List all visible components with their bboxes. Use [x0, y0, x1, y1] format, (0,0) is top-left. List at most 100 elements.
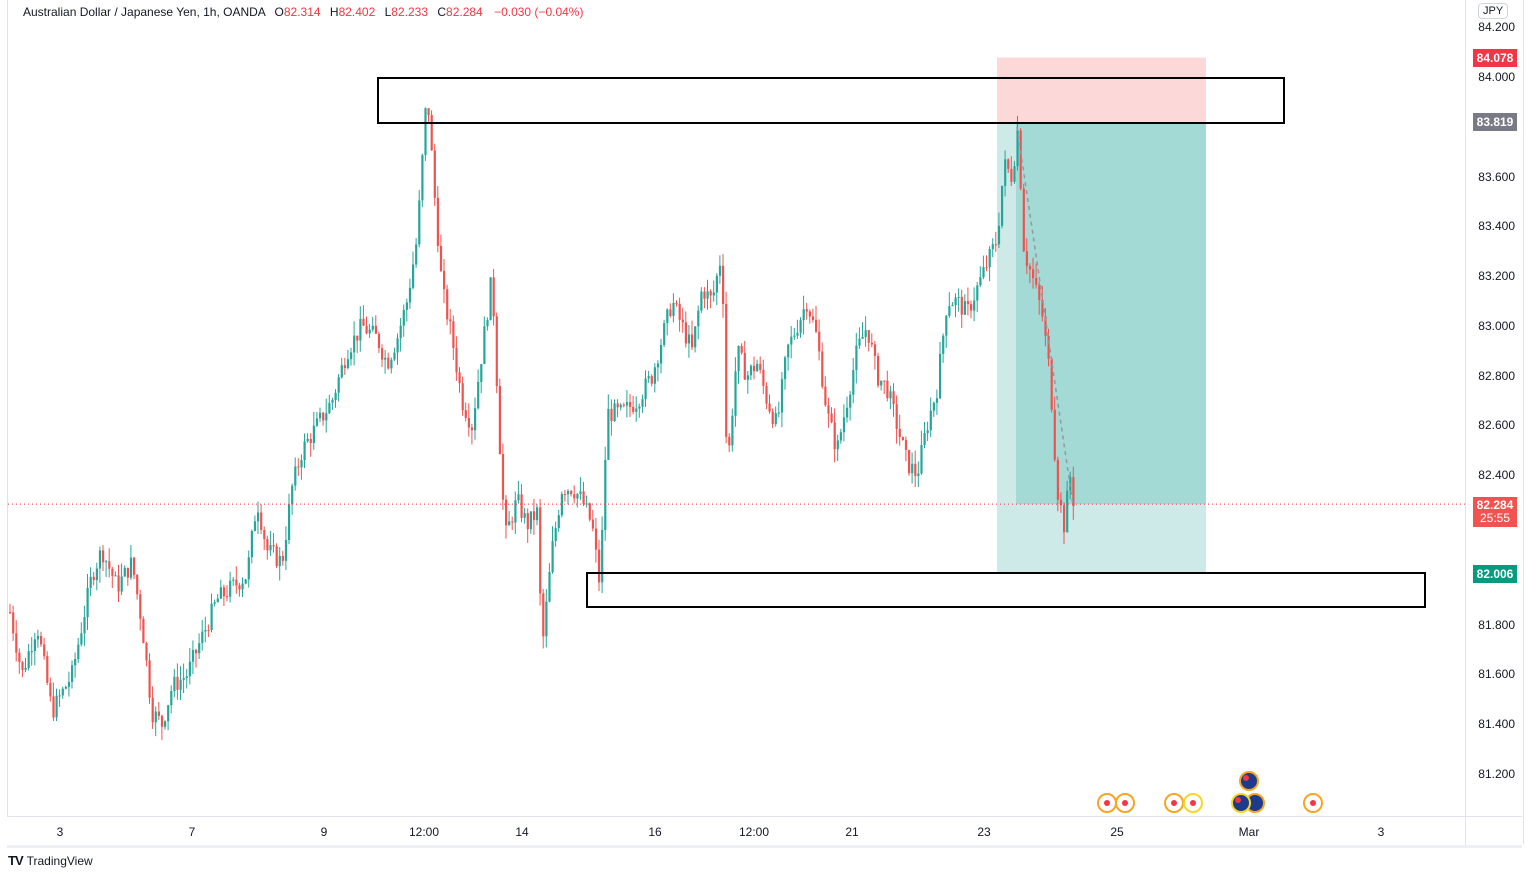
- candle-body: [269, 545, 272, 551]
- candle-body: [622, 404, 625, 406]
- economic-events-icons[interactable]: [8, 770, 1466, 815]
- candle-body: [415, 244, 418, 265]
- time-tick: Mar: [1238, 825, 1260, 839]
- price-tick: 82.800: [1478, 368, 1515, 383]
- candle-body: [988, 249, 991, 268]
- candle-body: [749, 365, 753, 376]
- candle-body: [27, 651, 30, 669]
- candle-body: [185, 676, 188, 679]
- tradingview-attribution[interactable]: TV TradingView: [8, 853, 93, 868]
- candle-body: [675, 302, 678, 304]
- candle-body: [756, 363, 759, 372]
- candle-body: [198, 643, 201, 654]
- candle-body: [136, 574, 139, 595]
- candle-body: [430, 115, 433, 151]
- candle-body: [939, 353, 942, 399]
- price-axis[interactable]: 84.200 84.000 83.600 83.400 83.200 83.000 82.8…: [1465, 0, 1524, 844]
- candle-body: [213, 602, 216, 604]
- candle-body: [722, 265, 725, 305]
- candle-body: [412, 264, 415, 288]
- candle-body: [728, 436, 731, 446]
- last-price-badge: 82.284 25:55: [1473, 497, 1517, 527]
- candle-body: [957, 296, 960, 298]
- candle-body: [474, 408, 477, 431]
- candle-body: [1066, 490, 1069, 533]
- open-value: 82.314: [283, 5, 321, 19]
- candle-body: [58, 695, 61, 697]
- candle-body: [672, 302, 675, 316]
- candle-body: [852, 370, 855, 395]
- candle-body: [954, 297, 957, 306]
- candle-body: [1053, 409, 1056, 460]
- candle-body: [371, 325, 374, 330]
- candle-body: [678, 303, 681, 320]
- candlestick-chart[interactable]: [8, 0, 1466, 816]
- candle-body: [350, 352, 353, 360]
- candle-body: [1001, 185, 1004, 226]
- time-axis[interactable]: 3 7 9 12:00 14 16 12:00 21 23 25 Mar 3: [7, 816, 1522, 848]
- candle-body: [976, 285, 979, 301]
- candle-body: [691, 334, 694, 348]
- candle-body: [505, 499, 508, 526]
- event-icon[interactable]: [1097, 771, 1323, 813]
- candle-body: [374, 325, 377, 334]
- candle-body: [170, 690, 173, 706]
- candle-body: [219, 587, 222, 599]
- symbol-title[interactable]: Australian Dollar / Japanese Yen, 1h, OA…: [23, 5, 266, 19]
- candle-body: [598, 549, 601, 583]
- candle-body: [1050, 358, 1053, 410]
- candle-body: [1004, 159, 1007, 186]
- candle-body: [232, 579, 235, 581]
- currency-button[interactable]: JPY: [1478, 3, 1509, 19]
- chart-pane[interactable]: Australian Dollar / Japanese Yen, 1h, OA…: [7, 0, 1466, 816]
- candle-body: [18, 652, 21, 663]
- candle-body: [948, 306, 951, 316]
- candle-body: [706, 291, 709, 299]
- candle-body: [911, 463, 914, 474]
- candle-body: [653, 367, 656, 384]
- candle-body: [870, 342, 873, 345]
- candle-body: [151, 697, 154, 723]
- candle-body: [98, 550, 102, 569]
- candle-body: [536, 507, 539, 521]
- candle-body: [483, 326, 486, 365]
- high-label: H: [329, 5, 339, 19]
- candle-body: [508, 521, 511, 526]
- candle-body: [539, 507, 542, 594]
- candle-body: [644, 378, 647, 400]
- stop-loss-badge: 84.078: [1473, 49, 1517, 67]
- candle-body: [64, 686, 67, 689]
- candle-body: [114, 575, 117, 577]
- candle-body: [567, 490, 570, 495]
- candle-body: [715, 275, 718, 293]
- candle-body: [71, 665, 74, 682]
- candle-body: [182, 678, 185, 680]
- candle-body: [179, 679, 182, 690]
- candle-body: [759, 363, 762, 370]
- candle-body: [284, 540, 288, 561]
- candle-body: [405, 302, 408, 310]
- candle-body: [1063, 505, 1066, 533]
- support-rectangle[interactable]: [586, 572, 1426, 608]
- candle-body: [102, 550, 105, 563]
- candle-body: [501, 454, 505, 500]
- candle-body: [526, 513, 529, 530]
- candle-body: [89, 576, 92, 588]
- candle-body: [1059, 499, 1063, 506]
- candle-body: [281, 555, 284, 561]
- candle-body: [384, 357, 387, 360]
- candle-body: [368, 329, 371, 334]
- resistance-rectangle[interactable]: [377, 77, 1285, 124]
- candle-body: [830, 413, 833, 423]
- candle-body: [827, 405, 830, 414]
- candle-body: [278, 555, 281, 567]
- candle-body: [697, 310, 700, 327]
- candle-body: [36, 635, 40, 640]
- candle-body: [173, 676, 176, 691]
- candle-body: [322, 412, 325, 421]
- candle-body: [632, 406, 635, 412]
- candle-body: [703, 291, 706, 299]
- candle-body: [945, 315, 948, 336]
- price-tick: 82.600: [1478, 418, 1515, 433]
- stop-loss-zone[interactable]: [997, 57, 1206, 123]
